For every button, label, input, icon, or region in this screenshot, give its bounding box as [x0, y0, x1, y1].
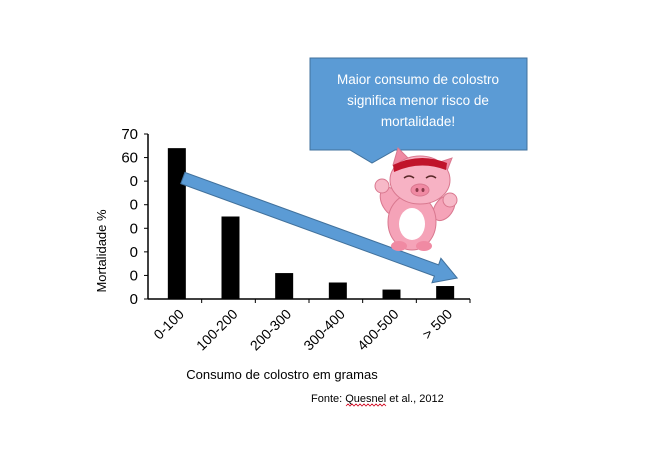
callout-line-3: mortalidade! [381, 114, 455, 129]
bar-5 [382, 289, 401, 299]
y-tick-label: 0 [130, 244, 138, 261]
x-tick-label: > 500 [419, 306, 456, 343]
callout-line-1: Maior consumo de colostro [337, 72, 499, 87]
y-tick-label: 0 [130, 197, 138, 214]
x-tick-label: 300-400 [300, 306, 348, 354]
x-tick-label: 400-500 [354, 306, 402, 354]
y-tick-label: 60 [121, 150, 138, 167]
x-tick-label: 200-300 [247, 306, 295, 354]
bar-3 [275, 273, 294, 299]
bar-6 [436, 286, 455, 299]
y-axis-label: Mortalidade % [94, 209, 109, 293]
bar-4 [328, 282, 347, 299]
x-axis-label: Consumo de colostro em gramas [186, 367, 378, 382]
x-axis-ticks: 0-100 100-200 200-300 300-400 400-500 > 500 [150, 299, 471, 354]
bar-2 [221, 216, 240, 299]
y-tick-label: 0 [130, 267, 138, 284]
trend-arrow [180, 171, 459, 284]
y-tick-label: 0 [130, 173, 138, 190]
speech-callout [309, 57, 528, 164]
callout-line-2: significa menor risco de [347, 93, 489, 108]
x-tick-label: 100-200 [193, 306, 241, 354]
y-tick-label: 0 [130, 220, 138, 237]
source-note: Fonte: Quesnel et al., 2012 [311, 393, 444, 405]
spellcheck-underline [345, 403, 387, 407]
y-axis-ticks: 0 0 0 0 0 0 60 70 [121, 126, 148, 308]
y-tick-label: 70 [121, 126, 138, 143]
x-tick-label: 0-100 [150, 306, 187, 343]
pig-mascot-icon [374, 147, 458, 251]
y-tick-label: 0 [130, 291, 138, 308]
bars [167, 148, 455, 299]
bar-1 [167, 148, 186, 299]
